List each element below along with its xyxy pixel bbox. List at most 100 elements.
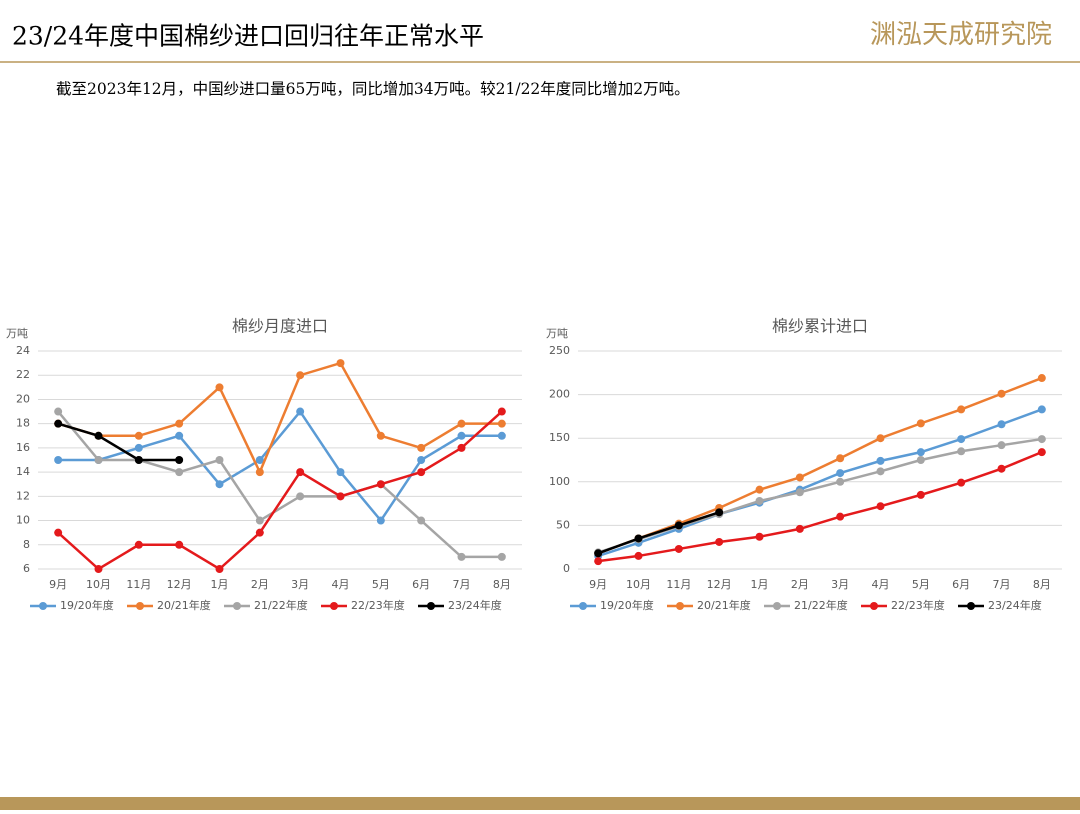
series-marker [457, 443, 466, 452]
logo: 渊泓天成研究院 [870, 20, 1052, 50]
series-marker [957, 478, 966, 487]
y-tick-label: 50 [556, 518, 570, 531]
series-marker [1037, 374, 1046, 383]
series-marker [997, 464, 1006, 473]
series-line [597, 376, 1043, 555]
series-marker [417, 516, 426, 525]
x-tick-label: 2月 [251, 578, 269, 591]
x-tick-label: 12月 [707, 578, 732, 591]
series-marker [215, 456, 224, 464]
series-marker [674, 521, 683, 530]
x-tick-label: 1月 [211, 578, 229, 591]
series-marker [634, 551, 643, 560]
series-marker [836, 512, 845, 521]
y-tick-label: 6 [23, 562, 30, 575]
series-marker [376, 516, 385, 525]
legend-marker [233, 602, 241, 610]
legend-label: 19/20年度 [60, 598, 114, 612]
legend-label: 20/21年度 [157, 598, 211, 612]
legend-marker [579, 602, 587, 610]
series-marker [457, 419, 466, 428]
series-marker [457, 552, 466, 561]
series-marker [296, 371, 305, 380]
series-marker [715, 508, 724, 517]
legend-label: 21/22年度 [254, 598, 308, 612]
series-marker [916, 419, 925, 428]
series-marker [497, 552, 506, 561]
y-tick-label: 20 [16, 392, 30, 405]
series-marker [175, 419, 184, 428]
series-marker [497, 407, 506, 416]
series-marker [957, 447, 966, 456]
y-axis-label: 万吨 [6, 327, 28, 340]
x-tick-label: 5月 [912, 578, 930, 591]
x-tick-label: 7月 [993, 578, 1011, 591]
series-marker [594, 557, 603, 566]
x-tick-label: 3月 [291, 578, 309, 591]
series-marker [417, 443, 426, 452]
series-marker [215, 383, 224, 392]
series-line [57, 422, 180, 462]
y-tick-label: 24 [16, 344, 30, 357]
series-marker [134, 456, 143, 464]
series-marker [175, 468, 184, 477]
x-tick-label: 2月 [791, 578, 809, 591]
series-marker [836, 477, 845, 486]
series-marker [54, 528, 63, 537]
series-marker [876, 434, 885, 443]
series-marker [1037, 405, 1046, 414]
legend-marker [676, 602, 684, 610]
x-tick-label: 3月 [831, 578, 849, 591]
series-line [57, 410, 503, 571]
series-marker [134, 431, 143, 440]
legend-label: 23/24年度 [448, 598, 502, 612]
x-tick-label: 8月 [493, 578, 511, 591]
y-tick-label: 16 [16, 441, 30, 454]
y-tick-label: 10 [16, 514, 30, 527]
series-marker [957, 435, 966, 444]
series-marker [997, 420, 1006, 429]
y-tick-label: 14 [16, 465, 30, 478]
series-marker [1037, 435, 1046, 444]
series-marker [215, 565, 224, 573]
series-marker [795, 473, 804, 482]
series-marker [296, 468, 305, 477]
y-tick-label: 0 [563, 562, 570, 575]
series-marker [376, 431, 385, 440]
x-tick-label: 6月 [412, 578, 430, 591]
series-marker [916, 448, 925, 457]
y-axis-label: 万吨 [546, 327, 568, 340]
series-marker [755, 532, 764, 541]
series-marker [997, 389, 1006, 398]
y-tick-label: 100 [549, 475, 570, 488]
series-line [598, 450, 1043, 563]
y-tick-label: 250 [549, 344, 570, 357]
series-marker [296, 407, 305, 416]
series-marker [175, 431, 184, 440]
y-tick-label: 200 [549, 388, 570, 401]
series-marker [54, 456, 63, 464]
series-marker [94, 565, 103, 573]
series-marker [134, 443, 143, 452]
series-line [597, 511, 720, 555]
footer-bar [0, 797, 1080, 810]
y-tick-label: 8 [23, 538, 30, 551]
legend-marker [967, 602, 975, 610]
legend-marker [427, 602, 435, 610]
series-marker [497, 431, 506, 440]
series-marker [594, 549, 603, 558]
legend-marker [136, 602, 144, 610]
legend-marker [773, 602, 781, 610]
series-marker [876, 456, 885, 465]
series-marker [255, 456, 264, 464]
legend-label: 21/22年度 [794, 598, 848, 612]
legend-label: 20/21年度 [697, 598, 751, 612]
series-marker [94, 431, 103, 440]
x-tick-label: 9月 [49, 578, 67, 591]
legend-label: 23/24年度 [988, 598, 1042, 612]
y-tick-label: 18 [16, 417, 30, 430]
series-marker [376, 480, 385, 489]
series-marker [336, 359, 345, 368]
series-line [597, 437, 1043, 554]
